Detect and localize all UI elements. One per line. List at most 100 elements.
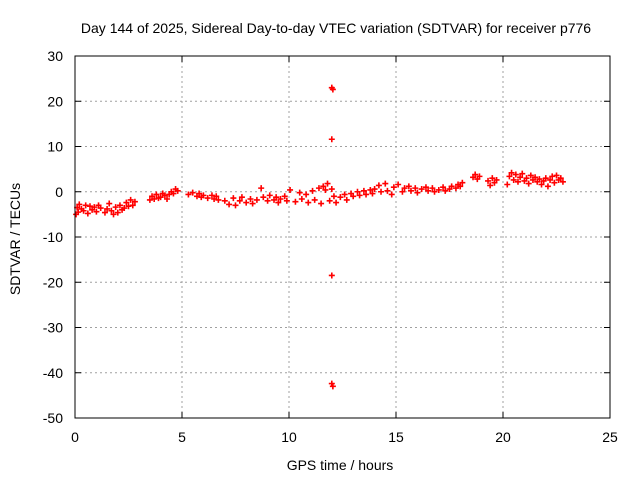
data-point: [395, 181, 402, 188]
data-point: [170, 190, 177, 197]
data-point: [264, 197, 271, 204]
y-axis-label: SDTVAR / TECUs: [7, 183, 23, 295]
data-point: [157, 194, 164, 201]
data-point: [116, 202, 123, 209]
data-point: [356, 192, 363, 199]
data-point: [504, 181, 511, 188]
data-point: [329, 383, 336, 390]
data-point: [320, 183, 327, 190]
data-point: [405, 183, 412, 190]
data-point: [287, 186, 294, 193]
y-tick-label: -40: [43, 365, 63, 381]
data-point: [196, 190, 203, 197]
data-point: [508, 169, 515, 176]
data-point: [200, 192, 207, 199]
data-point: [542, 175, 549, 182]
data-point: [536, 176, 543, 183]
data-point: [112, 204, 119, 211]
data-point: [506, 173, 513, 180]
data-point: [514, 178, 521, 185]
data-point: [452, 185, 459, 192]
x-tick-label: 15: [388, 429, 404, 445]
data-point: [129, 202, 136, 209]
data-point: [80, 207, 87, 214]
data-point: [375, 182, 382, 189]
data-point: [283, 197, 290, 204]
data-point: [422, 184, 429, 191]
data-point: [557, 175, 564, 182]
data-point: [123, 199, 130, 206]
data-point: [76, 201, 83, 208]
data-point: [457, 183, 464, 190]
x-tick-label: 20: [495, 429, 511, 445]
data-point: [472, 171, 479, 178]
data-point: [384, 187, 391, 194]
data-point: [525, 180, 532, 187]
data-point: [189, 189, 196, 196]
data-point: [414, 189, 421, 196]
data-point: [330, 193, 337, 200]
data-point: [378, 188, 385, 195]
data-point: [407, 187, 414, 194]
data-point: [97, 205, 104, 212]
data-point: [538, 181, 545, 188]
chart-title: Day 144 of 2025, Sidereal Day-to-day VTE…: [81, 20, 591, 36]
data-point: [382, 180, 389, 187]
data-point: [84, 210, 91, 217]
data-point: [517, 174, 524, 181]
y-tick-label: -50: [43, 410, 63, 426]
data-point: [442, 187, 449, 194]
x-tick-label: 5: [178, 429, 186, 445]
data-point: [360, 187, 367, 194]
data-point: [309, 187, 316, 194]
data-point: [303, 191, 310, 198]
data-point: [551, 179, 558, 186]
data-point: [277, 195, 284, 202]
data-point: [489, 175, 496, 182]
data-point: [153, 191, 160, 198]
data-point: [258, 185, 265, 192]
data-point: [93, 208, 100, 215]
data-point: [174, 187, 181, 194]
data-point: [292, 198, 299, 205]
data-point: [553, 172, 560, 179]
data-point: [435, 186, 442, 193]
data-point: [519, 170, 526, 177]
data-point: [318, 200, 325, 207]
data-point: [493, 176, 500, 183]
data-point: [249, 200, 256, 207]
data-point: [371, 186, 378, 193]
data-point: [328, 136, 335, 143]
data-point: [82, 202, 89, 209]
data-point: [354, 188, 361, 195]
data-point: [311, 196, 318, 203]
data-point: [418, 186, 425, 193]
data-point: [512, 171, 519, 178]
data-point: [399, 188, 406, 195]
data-point: [523, 175, 530, 182]
data-point: [131, 198, 138, 205]
data-point: [487, 182, 494, 189]
gridlines: [75, 56, 610, 418]
data-point: [226, 201, 233, 208]
data-point: [260, 194, 267, 201]
data-point: [164, 195, 171, 202]
data-point: [281, 193, 288, 200]
data-point: [305, 199, 312, 206]
data-point: [476, 173, 483, 180]
data-point: [337, 194, 344, 201]
data-point: [425, 187, 432, 194]
data-point: [459, 179, 466, 186]
x-tick-label: 10: [281, 429, 297, 445]
axis-ticks: 0 5 10 15 20 25 -50 -40 -30 -20 -10 0 10 20 30: [43, 48, 618, 445]
data-point: [185, 191, 192, 198]
data-point: [448, 183, 455, 190]
data-point: [104, 205, 111, 212]
data-point: [390, 184, 397, 191]
data-point: [329, 86, 336, 93]
data-point: [369, 190, 376, 197]
data-point: [266, 192, 273, 199]
data-point: [322, 186, 329, 193]
data-point: [215, 196, 222, 203]
data-point: [232, 202, 239, 209]
